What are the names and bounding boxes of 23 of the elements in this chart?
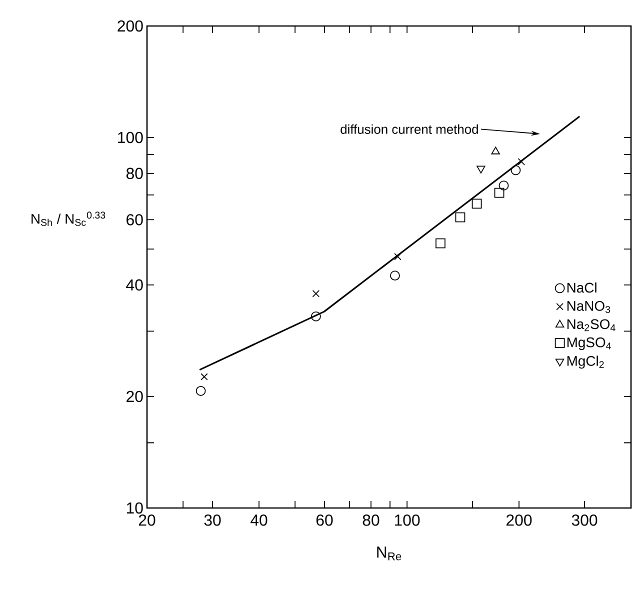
x-tick-label: 200 xyxy=(506,514,532,526)
y-tick-label: 20 xyxy=(126,390,143,402)
legend-label: Na$_{2}$SO$_{4}$ xyxy=(567,319,616,332)
y-tick-label: 200 xyxy=(118,20,143,32)
x-tick-label: 20 xyxy=(138,514,156,526)
y-tick-label: 60 xyxy=(126,214,143,226)
x-tick-label: 40 xyxy=(250,514,268,526)
y-tick-label: 80 xyxy=(126,168,143,180)
x-tick-label: 100 xyxy=(394,514,420,526)
x-tick-label: 300 xyxy=(572,514,598,526)
x-axis-title: N$_{Re}$ xyxy=(377,546,402,560)
legend-label: NaNO$_{3}$ xyxy=(567,300,610,313)
x-tick-label: 60 xyxy=(316,514,333,526)
y-tick-label: 40 xyxy=(126,279,143,291)
annotation: diffusion current method xyxy=(340,124,478,134)
x-tick-label: 30 xyxy=(204,514,221,526)
legend-label: MgCl$_{2}$ xyxy=(567,356,604,369)
legend-label: MgSO$_{4}$ xyxy=(567,337,611,350)
x-tick-label: 80 xyxy=(362,514,380,526)
y-axis-title: N$_{Sh}$ / N$_{Sc}$0.33 xyxy=(32,212,106,226)
y-tick-label: 10 xyxy=(126,502,143,514)
legend-label: NaCl xyxy=(567,282,596,293)
y-tick-label: 100 xyxy=(118,132,143,144)
